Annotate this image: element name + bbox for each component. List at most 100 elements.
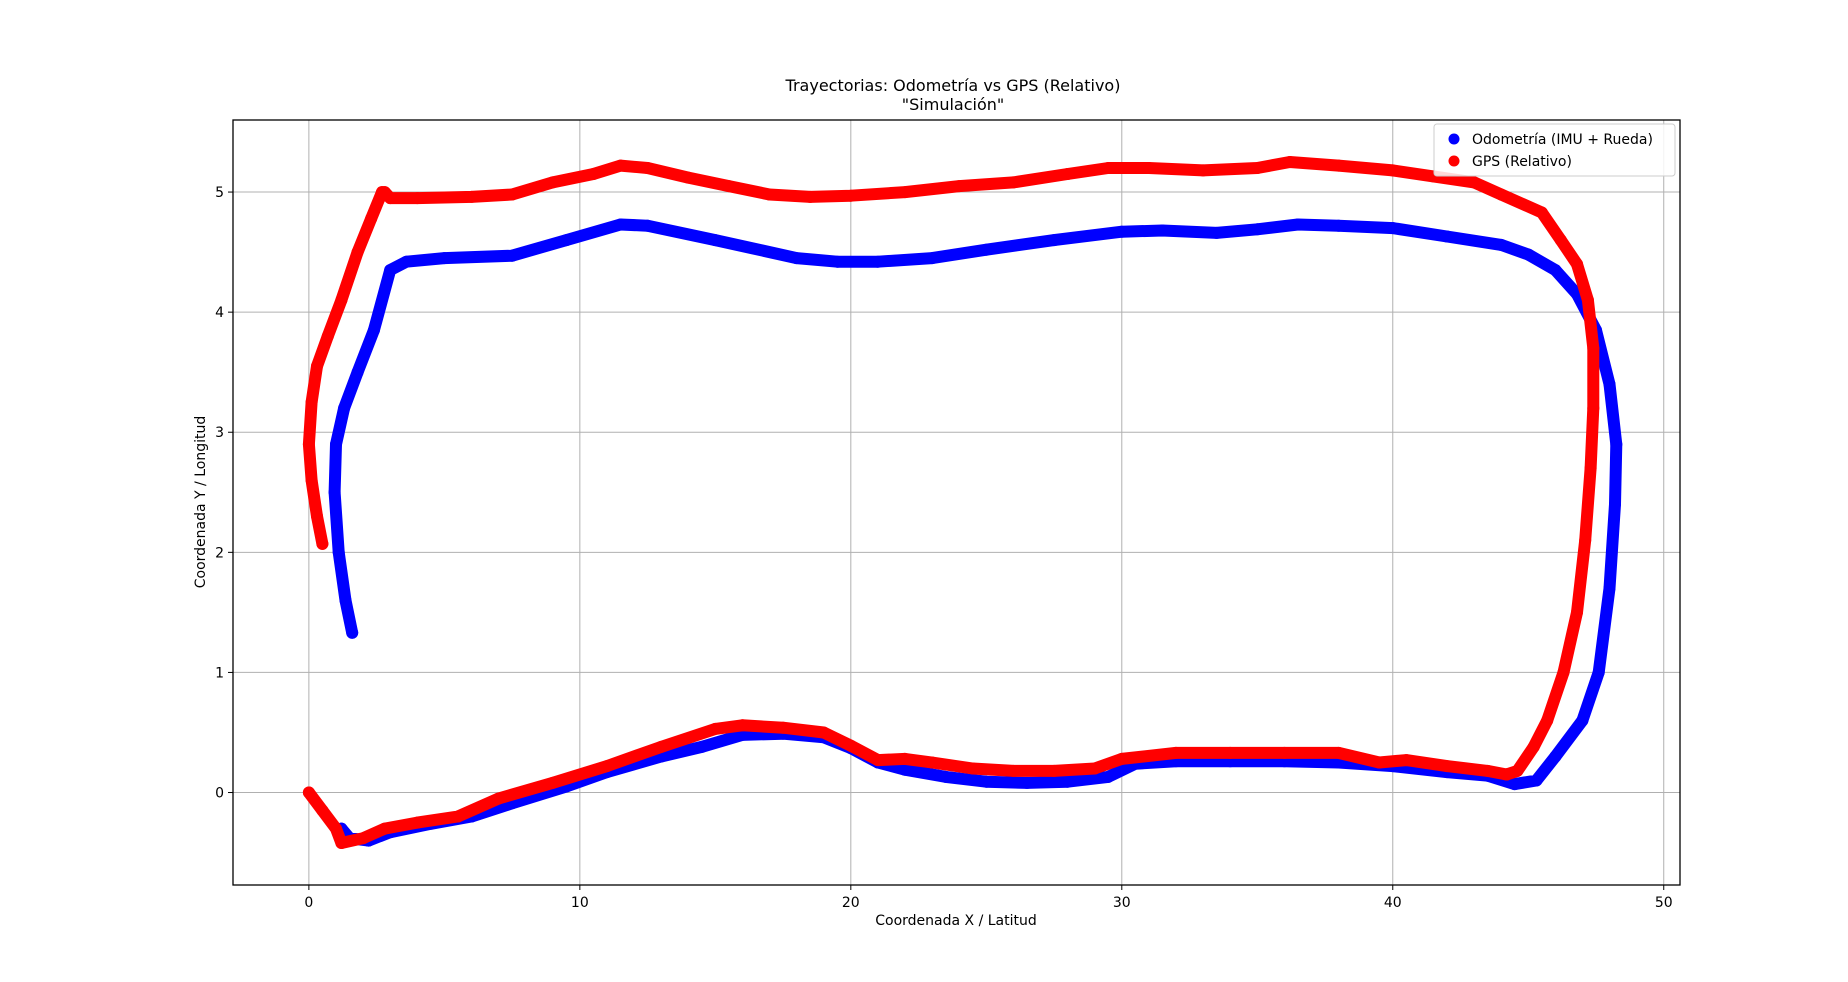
data-point — [378, 822, 391, 835]
x-tick-label: 10 — [571, 895, 589, 911]
data-point — [777, 721, 790, 734]
data-point — [365, 212, 378, 225]
data-point — [1251, 162, 1264, 174]
data-point — [346, 626, 359, 639]
data-point — [1495, 188, 1508, 201]
data-point — [1554, 234, 1567, 247]
data-point — [1400, 754, 1413, 767]
legend-box — [1433, 123, 1676, 177]
data-point — [1587, 402, 1600, 415]
data-point — [831, 255, 844, 268]
plot-area-frame — [232, 119, 1681, 886]
data-point — [1603, 378, 1616, 391]
data-point — [736, 719, 749, 732]
data-point — [335, 294, 348, 307]
data-point — [351, 366, 364, 379]
x-tick-label: 30 — [1113, 895, 1131, 911]
data-point — [1373, 756, 1386, 769]
data-point — [871, 754, 884, 767]
y-tick-label: 5 — [215, 185, 224, 201]
y-tick-label: 0 — [215, 786, 224, 802]
data-point — [939, 770, 952, 783]
legend-marker — [1448, 133, 1460, 145]
data-point — [682, 171, 695, 184]
data-point — [400, 255, 413, 268]
data-point — [1584, 462, 1597, 475]
data-point — [1549, 750, 1562, 763]
data-point — [1224, 746, 1237, 759]
data-point — [321, 330, 334, 343]
data-point — [953, 180, 966, 193]
data-point — [600, 760, 613, 773]
data-point — [316, 537, 329, 550]
data-point — [1088, 762, 1101, 775]
data-point — [817, 726, 830, 739]
data-point — [302, 786, 315, 799]
data-point — [1468, 176, 1481, 189]
chart-title: Trayectorias: Odometría vs GPS (Relativo… — [785, 76, 1121, 95]
data-point — [966, 762, 979, 775]
data-point — [641, 162, 654, 174]
data-point — [1007, 764, 1020, 777]
data-point — [1527, 740, 1540, 753]
data-point — [844, 739, 857, 752]
data-point — [587, 168, 600, 180]
data-point — [330, 438, 342, 451]
data-point — [305, 396, 318, 409]
data-point — [1332, 746, 1345, 759]
data-point — [709, 234, 722, 247]
legend-entry-label: GPS (Relativo) — [1472, 154, 1572, 170]
x-axis-ticks: 0 10 20 30 40 50 — [304, 885, 1673, 911]
data-point — [506, 188, 519, 201]
legend-entry-label: Odometría (IMU + Rueda) — [1472, 132, 1653, 148]
data-point — [1481, 764, 1494, 777]
data-point — [1291, 218, 1304, 231]
data-point — [1610, 438, 1623, 451]
x-tick-label: 0 — [304, 895, 313, 911]
data-point — [1500, 768, 1513, 781]
data-point — [316, 804, 329, 817]
data-point — [1278, 746, 1291, 759]
data-point — [546, 176, 559, 189]
x-tick-label: 40 — [1384, 895, 1402, 911]
data-point — [899, 186, 911, 199]
y-tick-label: 2 — [215, 545, 224, 561]
data-point — [465, 190, 478, 203]
data-point — [311, 360, 323, 373]
data-point — [1541, 714, 1554, 727]
data-point — [1581, 294, 1594, 307]
data-point — [1115, 752, 1128, 765]
data-point — [338, 402, 351, 415]
data-point — [1441, 760, 1453, 773]
data-point — [384, 264, 397, 277]
data-point — [357, 832, 370, 845]
data-point — [451, 810, 464, 823]
legend-marker — [1448, 155, 1460, 167]
data-point — [411, 192, 424, 205]
y-axis-label: Coordenada Y / Longitud — [193, 416, 209, 588]
data-point — [763, 188, 776, 201]
data-point — [709, 722, 722, 735]
data-point — [1061, 775, 1074, 788]
data-point — [411, 816, 424, 829]
data-point — [1048, 764, 1061, 777]
data-point — [899, 763, 911, 776]
data-point — [311, 510, 323, 523]
data-point — [1197, 164, 1210, 177]
data-point — [438, 252, 451, 265]
data-point — [367, 324, 380, 337]
data-point — [1115, 225, 1128, 238]
data-point — [926, 252, 939, 265]
data-point — [614, 218, 627, 231]
data-point — [1587, 342, 1600, 355]
plot-series — [302, 156, 1623, 849]
data-point — [1511, 764, 1524, 777]
data-point — [1576, 714, 1589, 727]
data-point — [1061, 168, 1074, 180]
series-trajectory-line — [302, 156, 1600, 849]
data-point — [335, 837, 348, 849]
data-point — [1210, 226, 1223, 239]
data-point — [695, 740, 708, 753]
x-tick-label: 50 — [1655, 895, 1673, 911]
data-point — [1102, 770, 1115, 783]
